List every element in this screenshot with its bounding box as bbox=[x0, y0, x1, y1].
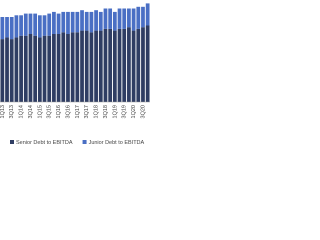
bar-segment bbox=[89, 32, 94, 102]
bar-segment bbox=[75, 32, 80, 102]
x-tick-label: 1Q19 bbox=[112, 105, 118, 118]
bar-segment bbox=[66, 11, 70, 34]
x-tick-label: 3Q20 bbox=[140, 105, 146, 118]
chart: 1Q13 3Q13 1Q14 3Q14 1Q15 3Q15 1Q16 3Q16 1Q17 3Q17… bbox=[0, 3, 150, 146]
bar-segment bbox=[9, 39, 14, 102]
bar-segment bbox=[94, 10, 98, 31]
bar-segment bbox=[80, 10, 84, 31]
bar-segment bbox=[103, 8, 108, 29]
bar-segment bbox=[131, 8, 136, 31]
bar-segment bbox=[117, 8, 122, 29]
x-tick-label: 1Q18 bbox=[94, 105, 100, 118]
bar-segment bbox=[145, 25, 150, 102]
bar-segment bbox=[70, 11, 75, 33]
bar-segment bbox=[14, 37, 19, 102]
bar-segment bbox=[28, 34, 33, 102]
bar-segment bbox=[70, 32, 75, 102]
x-tick-label: 1Q14 bbox=[19, 105, 25, 118]
bar-segment bbox=[127, 27, 131, 103]
bar-segment bbox=[14, 15, 19, 38]
legend-label: Senior Debt to EBITDA bbox=[16, 140, 73, 146]
bar-segment bbox=[37, 37, 42, 102]
bar-segment bbox=[84, 30, 89, 103]
bar-segment bbox=[37, 15, 42, 38]
bar-segment bbox=[112, 11, 117, 31]
x-tick-label: 1Q13 bbox=[0, 105, 6, 118]
bar-segment bbox=[136, 28, 141, 102]
x-tick-label: 3Q19 bbox=[122, 105, 128, 118]
bar-segment bbox=[19, 15, 23, 36]
bar-segment bbox=[23, 13, 28, 36]
legend-swatch bbox=[82, 140, 87, 144]
bar-segment bbox=[0, 39, 5, 102]
bar-segment bbox=[145, 3, 150, 26]
bar-segment bbox=[108, 8, 113, 29]
bar-segment bbox=[5, 37, 9, 102]
bar-segment bbox=[136, 6, 141, 29]
x-tick-label: 3Q14 bbox=[28, 105, 34, 118]
bar-segment bbox=[117, 28, 122, 102]
bar-segment bbox=[5, 17, 9, 38]
x-tick-label: 1Q20 bbox=[131, 105, 137, 118]
x-tick-label: 1Q15 bbox=[37, 105, 43, 118]
x-tick-label: 3Q16 bbox=[65, 105, 71, 118]
bar-segment bbox=[98, 30, 103, 103]
bar-segment bbox=[61, 32, 66, 102]
bar-segment bbox=[108, 28, 113, 102]
bar-segment bbox=[42, 15, 47, 36]
bar-segment bbox=[122, 28, 127, 102]
x-tick-label: 3Q15 bbox=[47, 105, 53, 118]
x-tick-label: 3Q18 bbox=[103, 105, 109, 118]
x-tick-label: 3Q13 bbox=[9, 105, 15, 118]
bar-segment bbox=[103, 28, 108, 102]
legend-swatch bbox=[10, 140, 14, 144]
bar-segment bbox=[98, 11, 103, 31]
bar-segment bbox=[141, 6, 145, 28]
x-tick-label: 3Q17 bbox=[84, 105, 90, 118]
bar-segment bbox=[47, 13, 52, 36]
bar-segment bbox=[0, 17, 5, 40]
bar-segment bbox=[89, 11, 94, 33]
bar-segment bbox=[131, 30, 136, 103]
x-tick-label: 1Q17 bbox=[75, 105, 81, 118]
bar-segment bbox=[122, 8, 127, 29]
bar-segment bbox=[56, 34, 61, 102]
bar-segment bbox=[28, 13, 33, 35]
bar-segment bbox=[94, 30, 98, 103]
bar-segment bbox=[23, 35, 28, 103]
bar-segment bbox=[33, 35, 38, 103]
bar-segment bbox=[84, 11, 89, 31]
bar-segment bbox=[9, 17, 14, 40]
bar-segment bbox=[127, 8, 131, 28]
bar-segment bbox=[66, 34, 70, 102]
bar-segment bbox=[33, 13, 38, 36]
bar-segment bbox=[19, 35, 23, 103]
bar-segment bbox=[42, 35, 47, 103]
bar-segment bbox=[52, 34, 56, 102]
bar-segment bbox=[112, 30, 117, 103]
bar-segment bbox=[56, 13, 61, 35]
bar-segment bbox=[80, 30, 84, 103]
x-tick-label: 1Q16 bbox=[56, 105, 62, 118]
bar-segment bbox=[75, 11, 80, 33]
bar-segment bbox=[47, 35, 52, 103]
legend-label: Junior Debt to EBITDA bbox=[89, 140, 145, 146]
bar-segment bbox=[141, 27, 145, 103]
bar-segment bbox=[52, 11, 56, 34]
bar-segment bbox=[61, 11, 66, 33]
